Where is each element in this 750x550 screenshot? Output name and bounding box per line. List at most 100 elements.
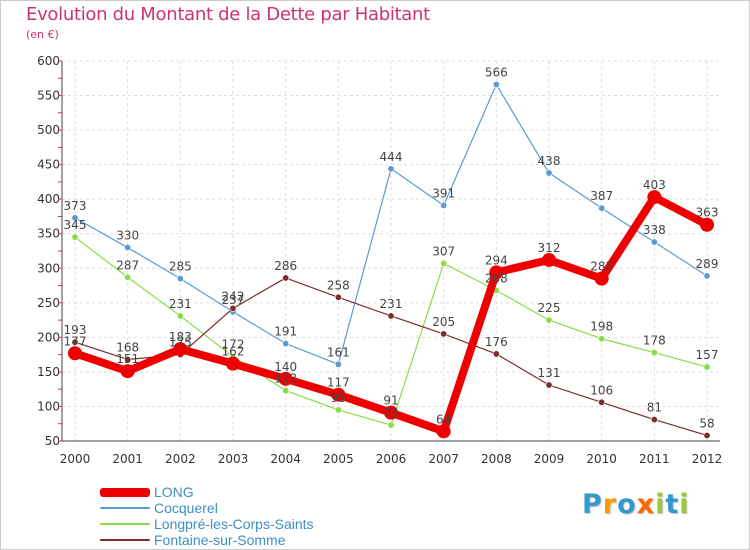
data-label: 117 [327,376,350,390]
logo-letter: i [679,489,690,520]
data-label: 193 [64,323,87,337]
x-tick-label: 2001 [112,452,143,466]
data-point [124,244,132,252]
data-label: 444 [380,150,403,164]
data-label: 312 [538,241,561,255]
data-point [598,335,606,343]
data-point [703,363,711,371]
data-point [282,387,290,395]
data-label: 183 [169,330,192,344]
data-label: 289 [696,257,719,271]
data-point [226,356,240,371]
logo-letter: i [655,489,666,520]
data-point [71,214,79,222]
data-point [440,259,448,267]
x-tick-label: 2007 [428,452,459,466]
x-tick-label: 2010 [586,452,617,466]
data-point [176,312,184,320]
data-point [334,406,342,414]
data-label: 345 [64,218,87,232]
data-label: 123 [274,372,297,386]
data-label: 268 [485,271,508,285]
y-tick-label: 150 [37,365,60,379]
data-label: 391 [432,186,455,200]
data-label: 285 [590,260,613,274]
y-tick-label: 600 [37,54,60,68]
x-tick-label: 2008 [481,452,512,466]
logo-letter: x [636,489,656,520]
data-point [489,265,504,280]
data-label: 178 [643,334,666,348]
data-point [176,275,184,283]
data-label: 566 [485,65,508,79]
y-tick-label: 400 [37,192,60,206]
data-point [594,271,609,286]
data-label: 58 [699,416,714,430]
legend-label: LONG [154,484,194,500]
data-label: 81 [647,401,662,415]
data-label: 438 [538,154,561,168]
data-label: 168 [116,340,139,354]
data-label: 157 [696,348,719,362]
data-label: 231 [380,297,403,311]
data-label: 172 [222,338,245,352]
legend-swatch [100,539,150,541]
data-label: 373 [64,199,87,213]
data-label: 191 [274,325,297,339]
data-point [598,204,606,212]
y-tick-label: 100 [37,399,60,413]
x-tick-label: 2005 [323,452,354,466]
data-label: 285 [169,260,192,274]
data-point [334,360,342,368]
data-label: 307 [432,244,455,258]
data-label: 237 [222,293,245,307]
data-label: 258 [327,278,350,292]
x-tick-label: 2012 [692,452,723,466]
data-point [331,387,346,402]
data-point [492,80,500,88]
chart-subtitle: (en €) [26,28,59,41]
data-point [387,312,395,320]
data-point [387,165,395,173]
plot-area [62,61,720,441]
x-tick-label: 2006 [376,452,407,466]
data-point [229,304,237,312]
data-point [173,342,188,357]
data-label: 338 [643,223,666,237]
data-point [598,398,606,406]
data-point [647,190,662,205]
legend-label: Cocquerel [154,500,218,516]
x-tick-label: 2009 [534,452,565,466]
data-label: 205 [432,315,455,329]
data-label: 95 [331,391,346,405]
y-tick-label: 300 [37,261,60,275]
legend-item: Longpré-les-Corps-Saints [100,516,314,532]
data-point [703,272,711,280]
data-point [542,252,556,267]
x-tick-label: 2011 [639,452,670,466]
data-point [440,330,448,338]
data-label: 286 [274,259,297,273]
data-label: 330 [116,229,139,243]
data-label: 294 [485,253,508,267]
data-label: 151 [116,352,139,366]
data-label: 387 [590,189,613,203]
data-point [545,316,553,324]
logo-letter: o [617,489,637,520]
logo-letter: P [582,489,603,520]
data-point [282,340,290,348]
x-tick-label: 2000 [60,452,91,466]
data-label: 242 [222,289,245,303]
data-label: 140 [274,360,297,374]
data-point [703,431,711,439]
data-point [68,346,82,361]
data-point [700,217,714,232]
legend-item: LONG [100,484,194,500]
data-point [436,424,451,439]
data-point [650,416,658,424]
data-label: 162 [222,345,245,359]
data-point [334,293,342,301]
data-point [545,169,553,177]
legend-swatch [100,507,150,509]
